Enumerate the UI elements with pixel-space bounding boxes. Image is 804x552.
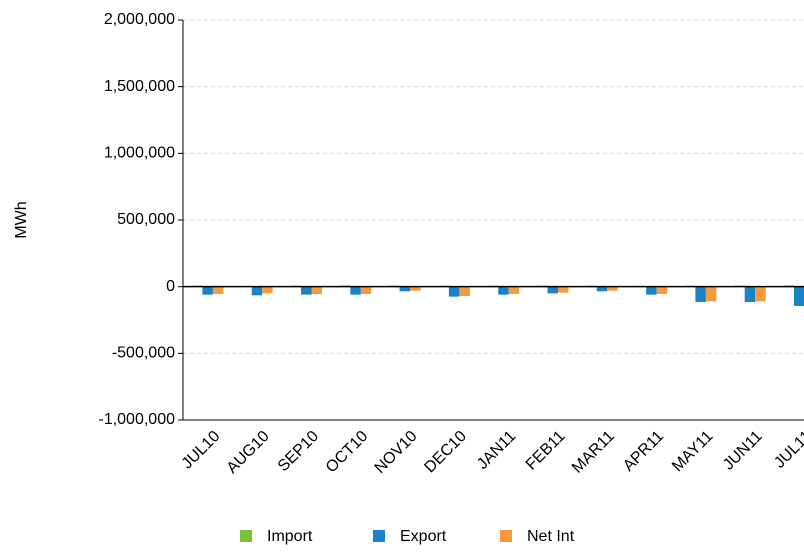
- y-axis-label: MWh: [13, 201, 30, 238]
- bar: [695, 286, 706, 302]
- x-tick-label: MAR11: [569, 428, 618, 477]
- y-tick-label: 1,500,000: [104, 78, 175, 95]
- bar: [350, 286, 361, 295]
- bar: [399, 286, 411, 292]
- bar: [498, 286, 509, 295]
- x-tick-label: JUN11: [720, 428, 766, 474]
- y-tick-label: 1,000,000: [104, 145, 175, 162]
- y-tick-label: -500,000: [112, 345, 175, 362]
- bar: [744, 286, 756, 302]
- bar: [410, 286, 421, 291]
- x-tick-label: SEP10: [275, 428, 322, 475]
- bar: [262, 286, 273, 294]
- bar: [607, 286, 618, 291]
- legend-swatch: [373, 530, 385, 542]
- x-tick-label: OCT10: [323, 428, 372, 477]
- x-tick-label: NOV10: [372, 428, 421, 477]
- y-tick-label: -1,000,000: [98, 411, 175, 428]
- bar: [459, 286, 470, 296]
- legend-swatch: [240, 530, 252, 542]
- bar: [656, 286, 668, 294]
- x-tick-label: AUG10: [224, 428, 273, 477]
- x-tick-label: FEB11: [523, 428, 569, 474]
- bar: [705, 286, 717, 302]
- bar: [311, 286, 322, 294]
- bar: [646, 286, 657, 295]
- bar: [547, 286, 558, 294]
- bar: [301, 286, 312, 295]
- y-tick-label: 2,000,000: [104, 11, 175, 28]
- x-tick-label: JUL11: [771, 428, 804, 472]
- bar: [202, 286, 213, 295]
- bar: [755, 286, 766, 302]
- legend-label: Export: [400, 528, 447, 545]
- bar: [212, 286, 224, 294]
- bar: [251, 286, 263, 296]
- x-tick-label: DEC10: [421, 428, 470, 477]
- bar: [508, 286, 520, 294]
- bar: [558, 286, 569, 293]
- x-tick-label: JAN11: [474, 428, 519, 473]
- bar: [794, 286, 804, 306]
- bar: [360, 286, 372, 294]
- x-tick-label: JUL10: [179, 428, 224, 473]
- x-tick-label: MAY11: [669, 428, 717, 476]
- bar: [448, 286, 460, 297]
- legend-swatch: [500, 530, 512, 542]
- y-tick-label: 0: [166, 278, 175, 295]
- legend-label: Import: [267, 528, 313, 545]
- y-tick-label: 500,000: [117, 211, 175, 228]
- bar: [596, 286, 608, 292]
- x-tick-label: APR11: [620, 428, 667, 475]
- legend-label: Net Int: [527, 528, 575, 545]
